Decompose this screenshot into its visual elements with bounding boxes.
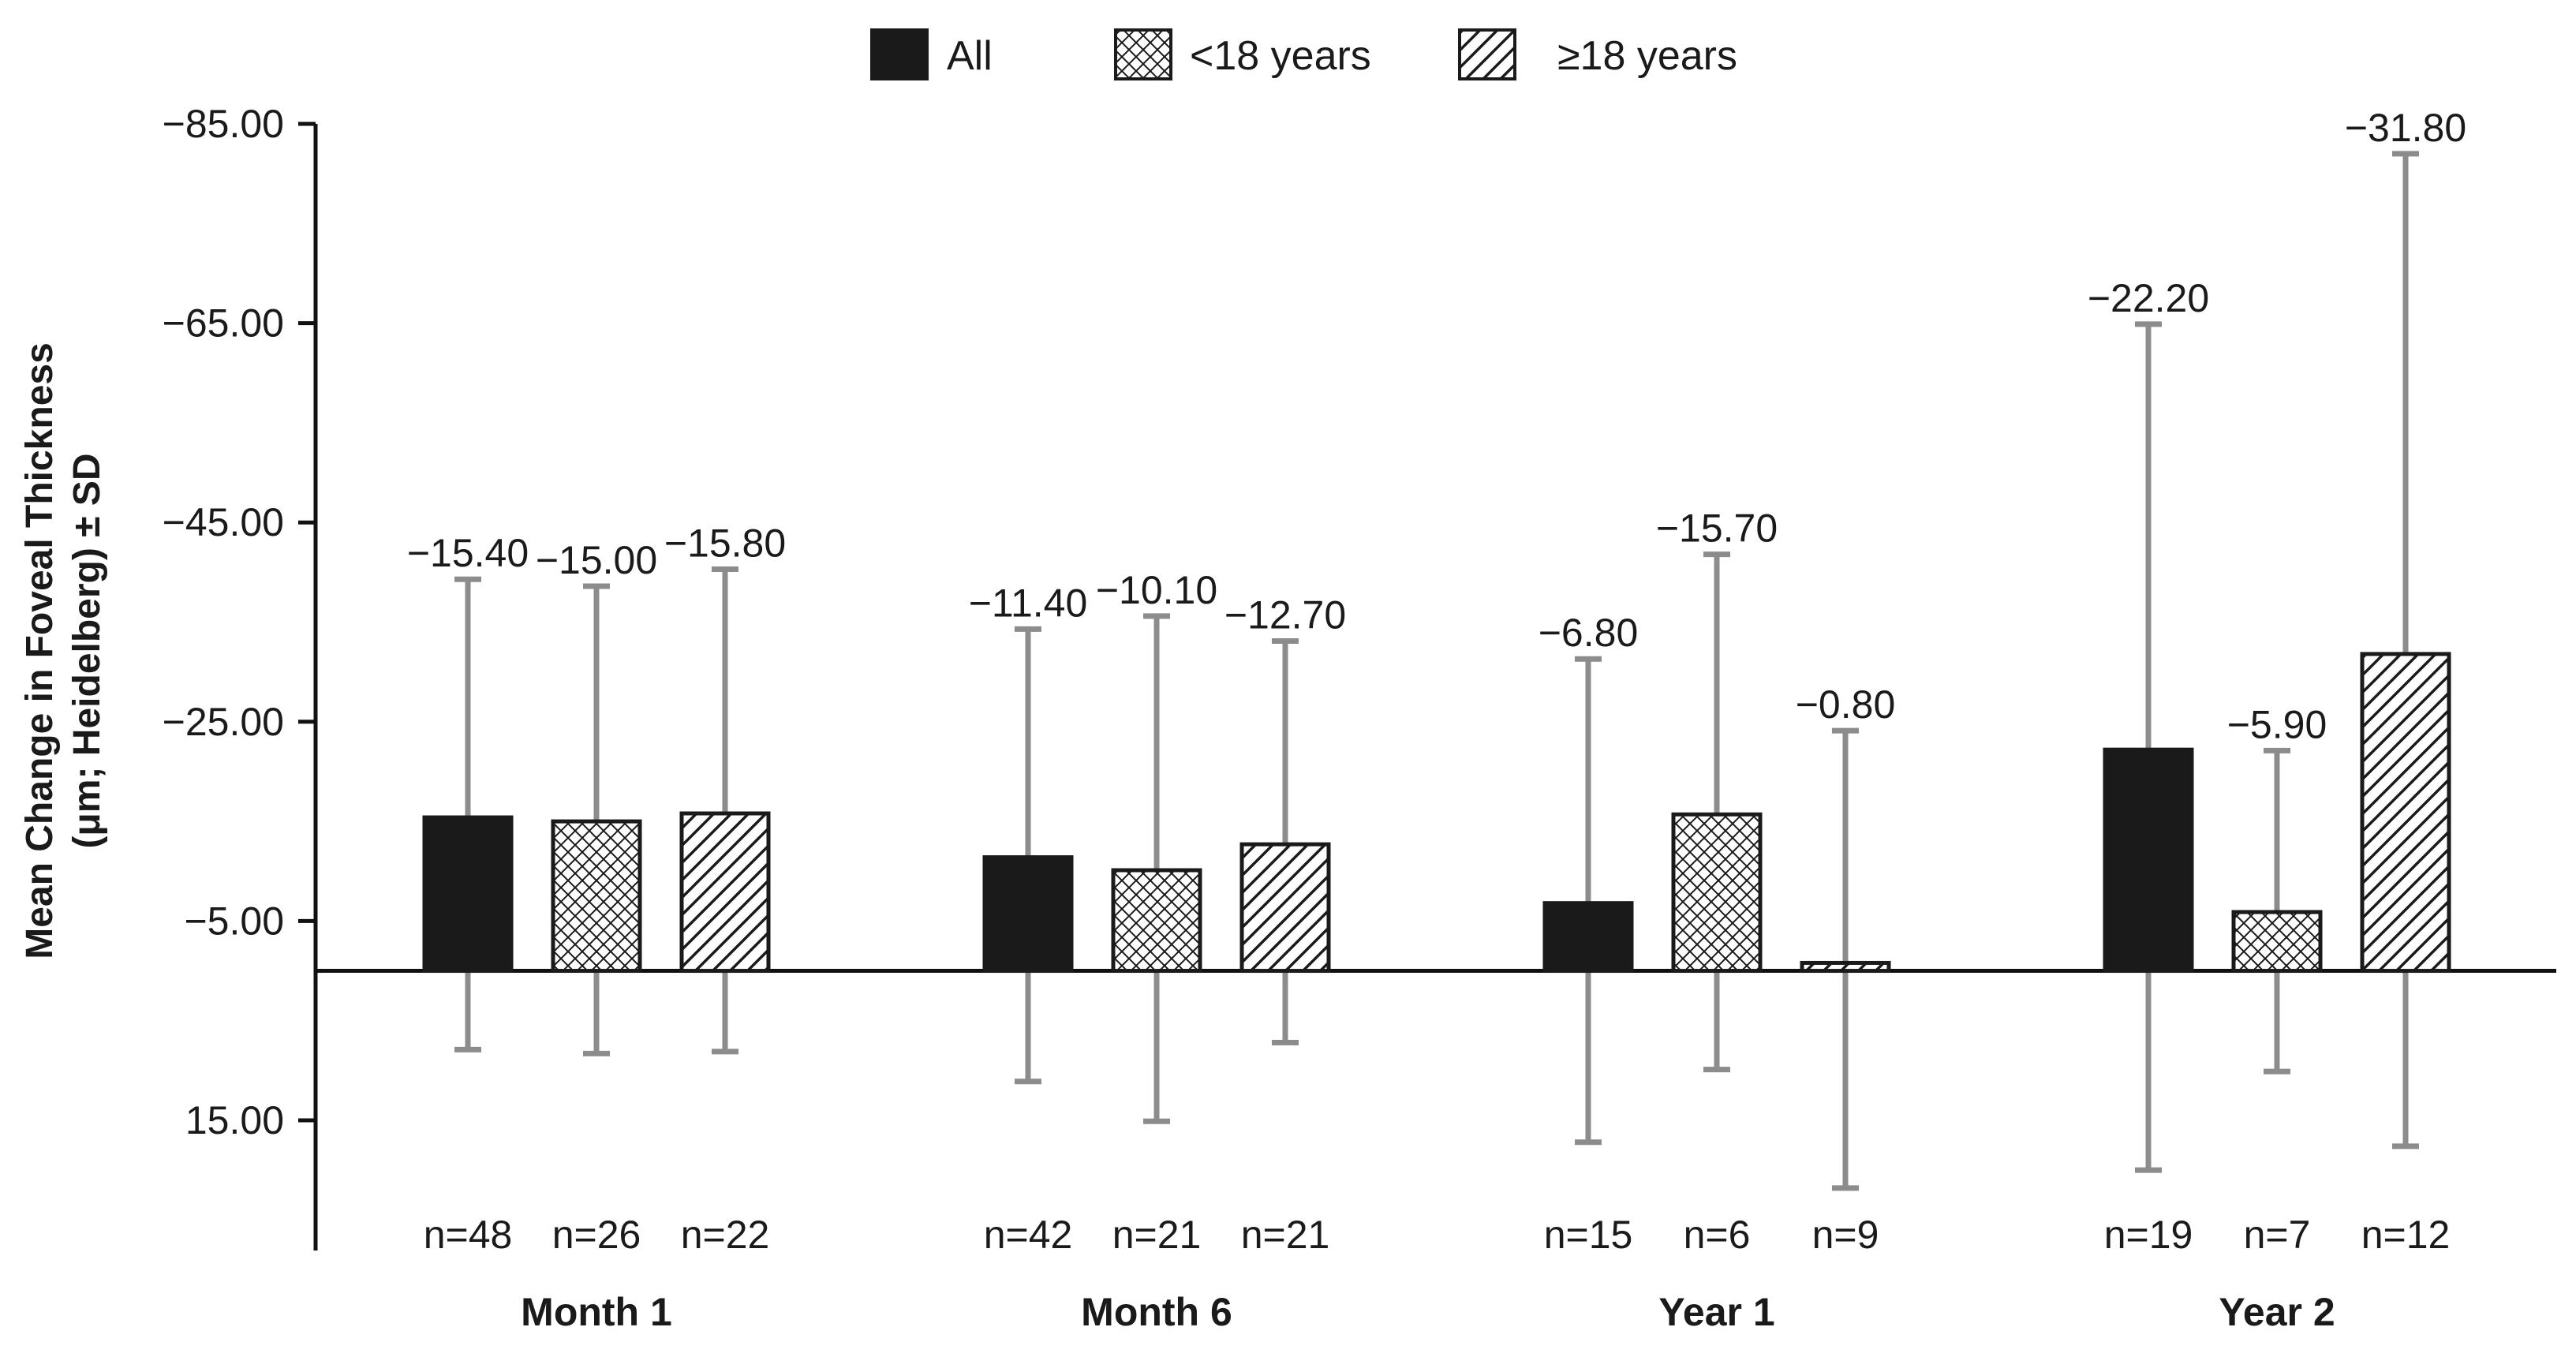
sample-size-label: n=12 [2361,1213,2451,1257]
sample-size-label: n=21 [1112,1213,1202,1257]
category-labels: Month 1 Month 6 Year 1 Year 2 [521,1290,2335,1334]
bar-value-label: −11.40 [969,581,1088,625]
sample-size-label: n=22 [681,1213,770,1257]
bar-value-label: −31.80 [2345,106,2466,150]
bar [2103,747,2194,974]
error-bars [454,151,2419,1191]
bar-value-label: −22.20 [2088,276,2209,320]
y-tick-label: −85.00 [163,102,284,146]
legend: All <18 years ≥18 years [870,28,1737,80]
sample-size-label: n=9 [1812,1213,1879,1257]
y-tick-label: −5.00 [184,899,284,943]
category-label: Year 1 [1658,1290,1774,1334]
sample-size-label: n=42 [984,1213,1073,1257]
bar-value-label: −12.70 [1224,593,1346,637]
sample-size-label: n=48 [424,1213,513,1257]
bar-value-label: −10.10 [1096,568,1217,612]
legend-label-18-and-over: ≥18 years [1557,33,1737,79]
bar [2231,910,2323,974]
legend-swatch-18-and-over [1458,28,1516,80]
axes: −85.00 −65.00 −45.00 −25.00 −5.00 15.00 [163,102,2556,1250]
bar [982,855,1074,974]
y-axis-title-line1: Mean Change in Foveal Thickness [19,342,61,959]
y-axis-title-line2: (μm; Heidelberg) ± SD [66,453,108,848]
bar-value-label: −0.80 [1796,682,1896,727]
bar [2360,652,2451,974]
bars [422,652,2451,974]
sample-size-label: n=21 [1241,1213,1330,1257]
value-labels: −15.40 −15.00 −15.80 −11.40 −10.10−12.70 −6.8… [407,106,2466,747]
sample-size-label: n=26 [552,1213,641,1257]
y-tick-label: 15.00 [185,1098,284,1142]
category-label: Year 2 [2219,1290,2335,1334]
y-axis-title: Mean Change in Foveal Thickness (μm; Hei… [19,342,108,959]
bar-value-label: −6.80 [1538,611,1639,655]
legend-swatch-all [870,28,929,80]
legend-label-all: All [947,33,993,79]
bar-value-label: −15.80 [664,521,786,566]
bar [422,815,514,974]
bar-value-label: −15.00 [536,538,657,582]
sample-size-label: n=19 [2104,1213,2193,1257]
sample-size-label: n=7 [2244,1213,2311,1257]
bar [1111,868,1202,974]
sample-size-label: n=6 [1684,1213,1751,1257]
bar-value-label: −15.40 [407,531,529,575]
bar-value-label: −15.70 [1656,507,1778,551]
bar [679,811,771,974]
y-tick-label: −65.00 [163,301,284,346]
bar [1800,960,1891,974]
bar [1239,842,1331,974]
bar [1542,901,1634,974]
legend-label-under-18: <18 years [1190,33,1371,79]
sample-size-labels: n=48 n=26 n=22 n=42 n=21 n=21 n=15 n=6 n=9 n=19 n=… [424,1213,2451,1257]
y-tick-label: −45.00 [163,500,284,544]
legend-swatch-under-18 [1114,28,1172,80]
y-tick-label: −25.00 [163,700,284,744]
bar-value-label: −5.90 [2227,702,2327,746]
sample-size-label: n=15 [1544,1213,1633,1257]
bar [551,819,642,974]
category-label: Month 1 [521,1290,672,1334]
category-label: Month 6 [1081,1290,1232,1334]
bar [1671,812,1763,974]
